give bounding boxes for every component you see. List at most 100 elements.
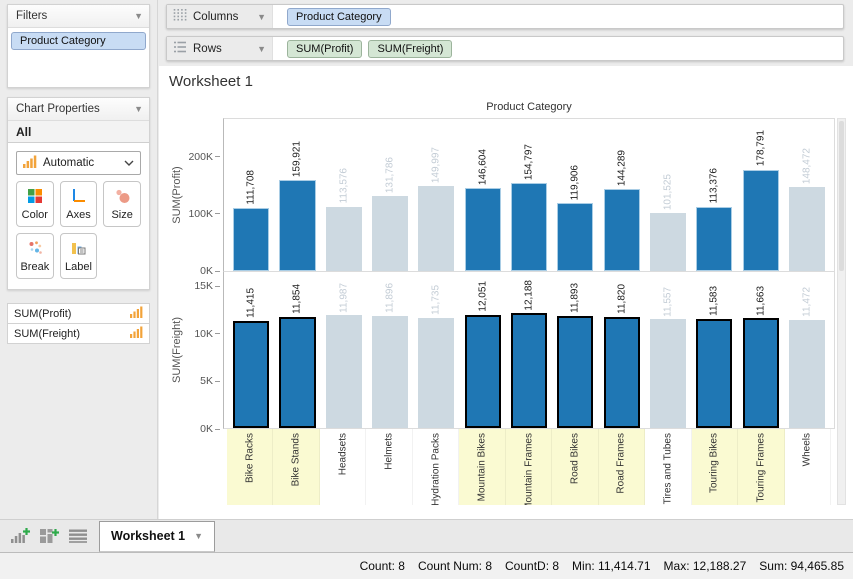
y-tick-label: 0K bbox=[200, 265, 213, 277]
new-dashboard-icon[interactable] bbox=[38, 526, 60, 546]
pill-product-category[interactable]: Product Category bbox=[287, 7, 391, 26]
highlighted-bar-bike-stands[interactable] bbox=[279, 180, 316, 271]
measure-row-freight[interactable]: SUM(Freight) bbox=[7, 323, 150, 344]
highlighted-bar-mountain-bikes[interactable] bbox=[464, 314, 501, 428]
category-road-bikes[interactable]: Road Bikes bbox=[552, 429, 599, 505]
category-hydration-packs[interactable]: Hydration Packs bbox=[413, 429, 460, 505]
color-button[interactable]: Color bbox=[16, 181, 54, 227]
highlighted-bar-road-bikes[interactable] bbox=[557, 203, 594, 271]
y-tick-label: 200K bbox=[188, 150, 213, 163]
dimmed-bar-headsets[interactable] bbox=[325, 206, 362, 271]
scope-label: All bbox=[8, 121, 149, 143]
highlighted-bar-mountain-frames[interactable] bbox=[510, 313, 548, 428]
bar-chart-icon bbox=[130, 326, 143, 341]
pill-label: SUM(Profit) bbox=[296, 42, 354, 55]
bar-slot: 101,525 bbox=[645, 119, 691, 271]
break-button-label: Break bbox=[20, 260, 50, 273]
dimmed-bar-headsets[interactable] bbox=[325, 315, 362, 428]
bar-value-label: 11,415 bbox=[245, 287, 257, 318]
size-button-label: Size bbox=[111, 208, 133, 221]
highlighted-bar-mountain-bikes[interactable] bbox=[464, 187, 501, 271]
category-touring-frames[interactable]: Touring Frames bbox=[738, 429, 785, 505]
dimmed-bar-helmets[interactable] bbox=[372, 196, 409, 271]
highlighted-bar-bike-stands[interactable] bbox=[279, 316, 316, 428]
y-tick-mark bbox=[215, 285, 220, 287]
filters-shelf: Product Category bbox=[8, 28, 149, 87]
highlighted-bar-touring-frames[interactable] bbox=[742, 169, 779, 271]
axes-button[interactable]: Axes bbox=[59, 181, 98, 227]
bar-value-label: 119,906 bbox=[569, 164, 581, 200]
category-tires-and-tubes[interactable]: Tires and Tubes bbox=[645, 429, 692, 505]
category-helmets[interactable]: Helmets bbox=[366, 429, 413, 505]
bar-value-label: 111,708 bbox=[245, 169, 257, 205]
size-button[interactable]: Size bbox=[103, 181, 141, 227]
dimmed-bar-tires-and-tubes[interactable] bbox=[649, 213, 687, 271]
pill-sum-freight[interactable]: SUM(Freight) bbox=[368, 39, 453, 58]
category-mountain-bikes[interactable]: Mountain Bikes bbox=[459, 429, 506, 505]
break-button[interactable]: Break bbox=[16, 233, 54, 279]
category-label: Mountain Frames bbox=[523, 433, 535, 505]
highlighted-bar-road-bikes[interactable] bbox=[557, 316, 594, 428]
y-tick-label: 5K bbox=[200, 375, 213, 388]
tab-menu-triangle-icon: ▼ bbox=[194, 531, 204, 541]
dimmed-bar-hydration-packs[interactable] bbox=[418, 317, 455, 428]
columns-shelf-header[interactable]: Columns ▼ bbox=[167, 5, 273, 28]
dimmed-bar-wheels[interactable] bbox=[788, 186, 825, 271]
chart-properties-title: Chart Properties bbox=[16, 103, 100, 115]
highlighted-bar-mountain-frames[interactable] bbox=[510, 183, 548, 271]
status-countd: CountD: 8 bbox=[505, 559, 560, 573]
y-axis-title-profit: SUM(Profit) bbox=[171, 165, 183, 224]
bar-slot: 111,708 bbox=[228, 119, 274, 271]
pill-sum-profit[interactable]: SUM(Profit) bbox=[287, 39, 363, 58]
measure-row-profit[interactable]: SUM(Profit) bbox=[7, 303, 150, 324]
status-sum: Sum: 94,465.85 bbox=[759, 559, 844, 573]
chart-properties-header[interactable]: Chart Properties ▼ bbox=[8, 98, 149, 121]
bar-value-label: 144,289 bbox=[616, 150, 628, 187]
bar-slot: 119,906 bbox=[552, 119, 598, 271]
sidebar: Filters ▼ Product Category Chart Propert… bbox=[0, 0, 158, 519]
dimmed-bar-wheels[interactable] bbox=[788, 320, 825, 428]
y-axis-profit: SUM(Profit) 0K 100K 200K bbox=[169, 118, 223, 277]
category-bike-racks[interactable]: Bike Racks bbox=[227, 429, 274, 505]
category-road-frames[interactable]: Road Frames bbox=[598, 429, 646, 505]
bar-value-label: 146,604 bbox=[477, 148, 489, 185]
bar-slot: 11,663 bbox=[737, 272, 783, 428]
collapse-triangle-icon: ▼ bbox=[134, 11, 143, 21]
label-icon bbox=[70, 240, 86, 259]
category-bike-stands[interactable]: Bike Stands bbox=[273, 429, 320, 505]
scrollbar-thumb[interactable] bbox=[839, 121, 844, 271]
chart-type-dropdown[interactable]: Automatic bbox=[16, 151, 141, 175]
bar-slot: 144,289 bbox=[599, 119, 645, 271]
rows-shelf-header[interactable]: Rows ▼ bbox=[167, 37, 273, 60]
bar-value-label: 11,893 bbox=[569, 283, 581, 314]
highlighted-bar-bike-racks[interactable] bbox=[233, 320, 270, 428]
highlighted-bar-road-frames[interactable] bbox=[603, 189, 640, 271]
dimmed-bar-hydration-packs[interactable] bbox=[418, 185, 455, 271]
category-mountain-frames[interactable]: Mountain Frames bbox=[505, 429, 553, 505]
bar-slot: 148,472 bbox=[784, 119, 830, 271]
bar-slot: 11,896 bbox=[367, 272, 413, 428]
bar-slot: 131,786 bbox=[367, 119, 413, 271]
new-worksheet-icon[interactable] bbox=[9, 526, 31, 546]
tab-worksheet-1[interactable]: Worksheet 1 ▼ bbox=[99, 520, 216, 552]
filters-panel-header[interactable]: Filters ▼ bbox=[8, 5, 149, 28]
highlighted-bar-touring-bikes[interactable] bbox=[696, 319, 733, 428]
highlighted-bar-bike-racks[interactable] bbox=[233, 207, 270, 271]
vertical-scrollbar[interactable] bbox=[837, 118, 846, 505]
category-touring-bikes[interactable]: Touring Bikes bbox=[691, 429, 739, 505]
category-headsets[interactable]: Headsets bbox=[320, 429, 367, 505]
highlighted-bar-touring-frames[interactable] bbox=[742, 318, 779, 428]
color-button-label: Color bbox=[21, 208, 48, 221]
filter-pill-product-category[interactable]: Product Category bbox=[11, 32, 146, 50]
dimmed-bar-tires-and-tubes[interactable] bbox=[649, 319, 687, 428]
dimmed-bar-helmets[interactable] bbox=[372, 316, 409, 428]
bar-slot: 11,583 bbox=[691, 272, 737, 428]
sheet-list-icon[interactable] bbox=[67, 526, 89, 546]
bar-slot: 146,604 bbox=[460, 119, 506, 271]
highlighted-bar-touring-bikes[interactable] bbox=[696, 206, 733, 271]
label-button[interactable]: Label bbox=[59, 233, 98, 279]
highlighted-bar-road-frames[interactable] bbox=[603, 316, 640, 428]
bar-slot: 12,188 bbox=[506, 272, 552, 428]
category-wheels[interactable]: Wheels bbox=[785, 429, 832, 505]
